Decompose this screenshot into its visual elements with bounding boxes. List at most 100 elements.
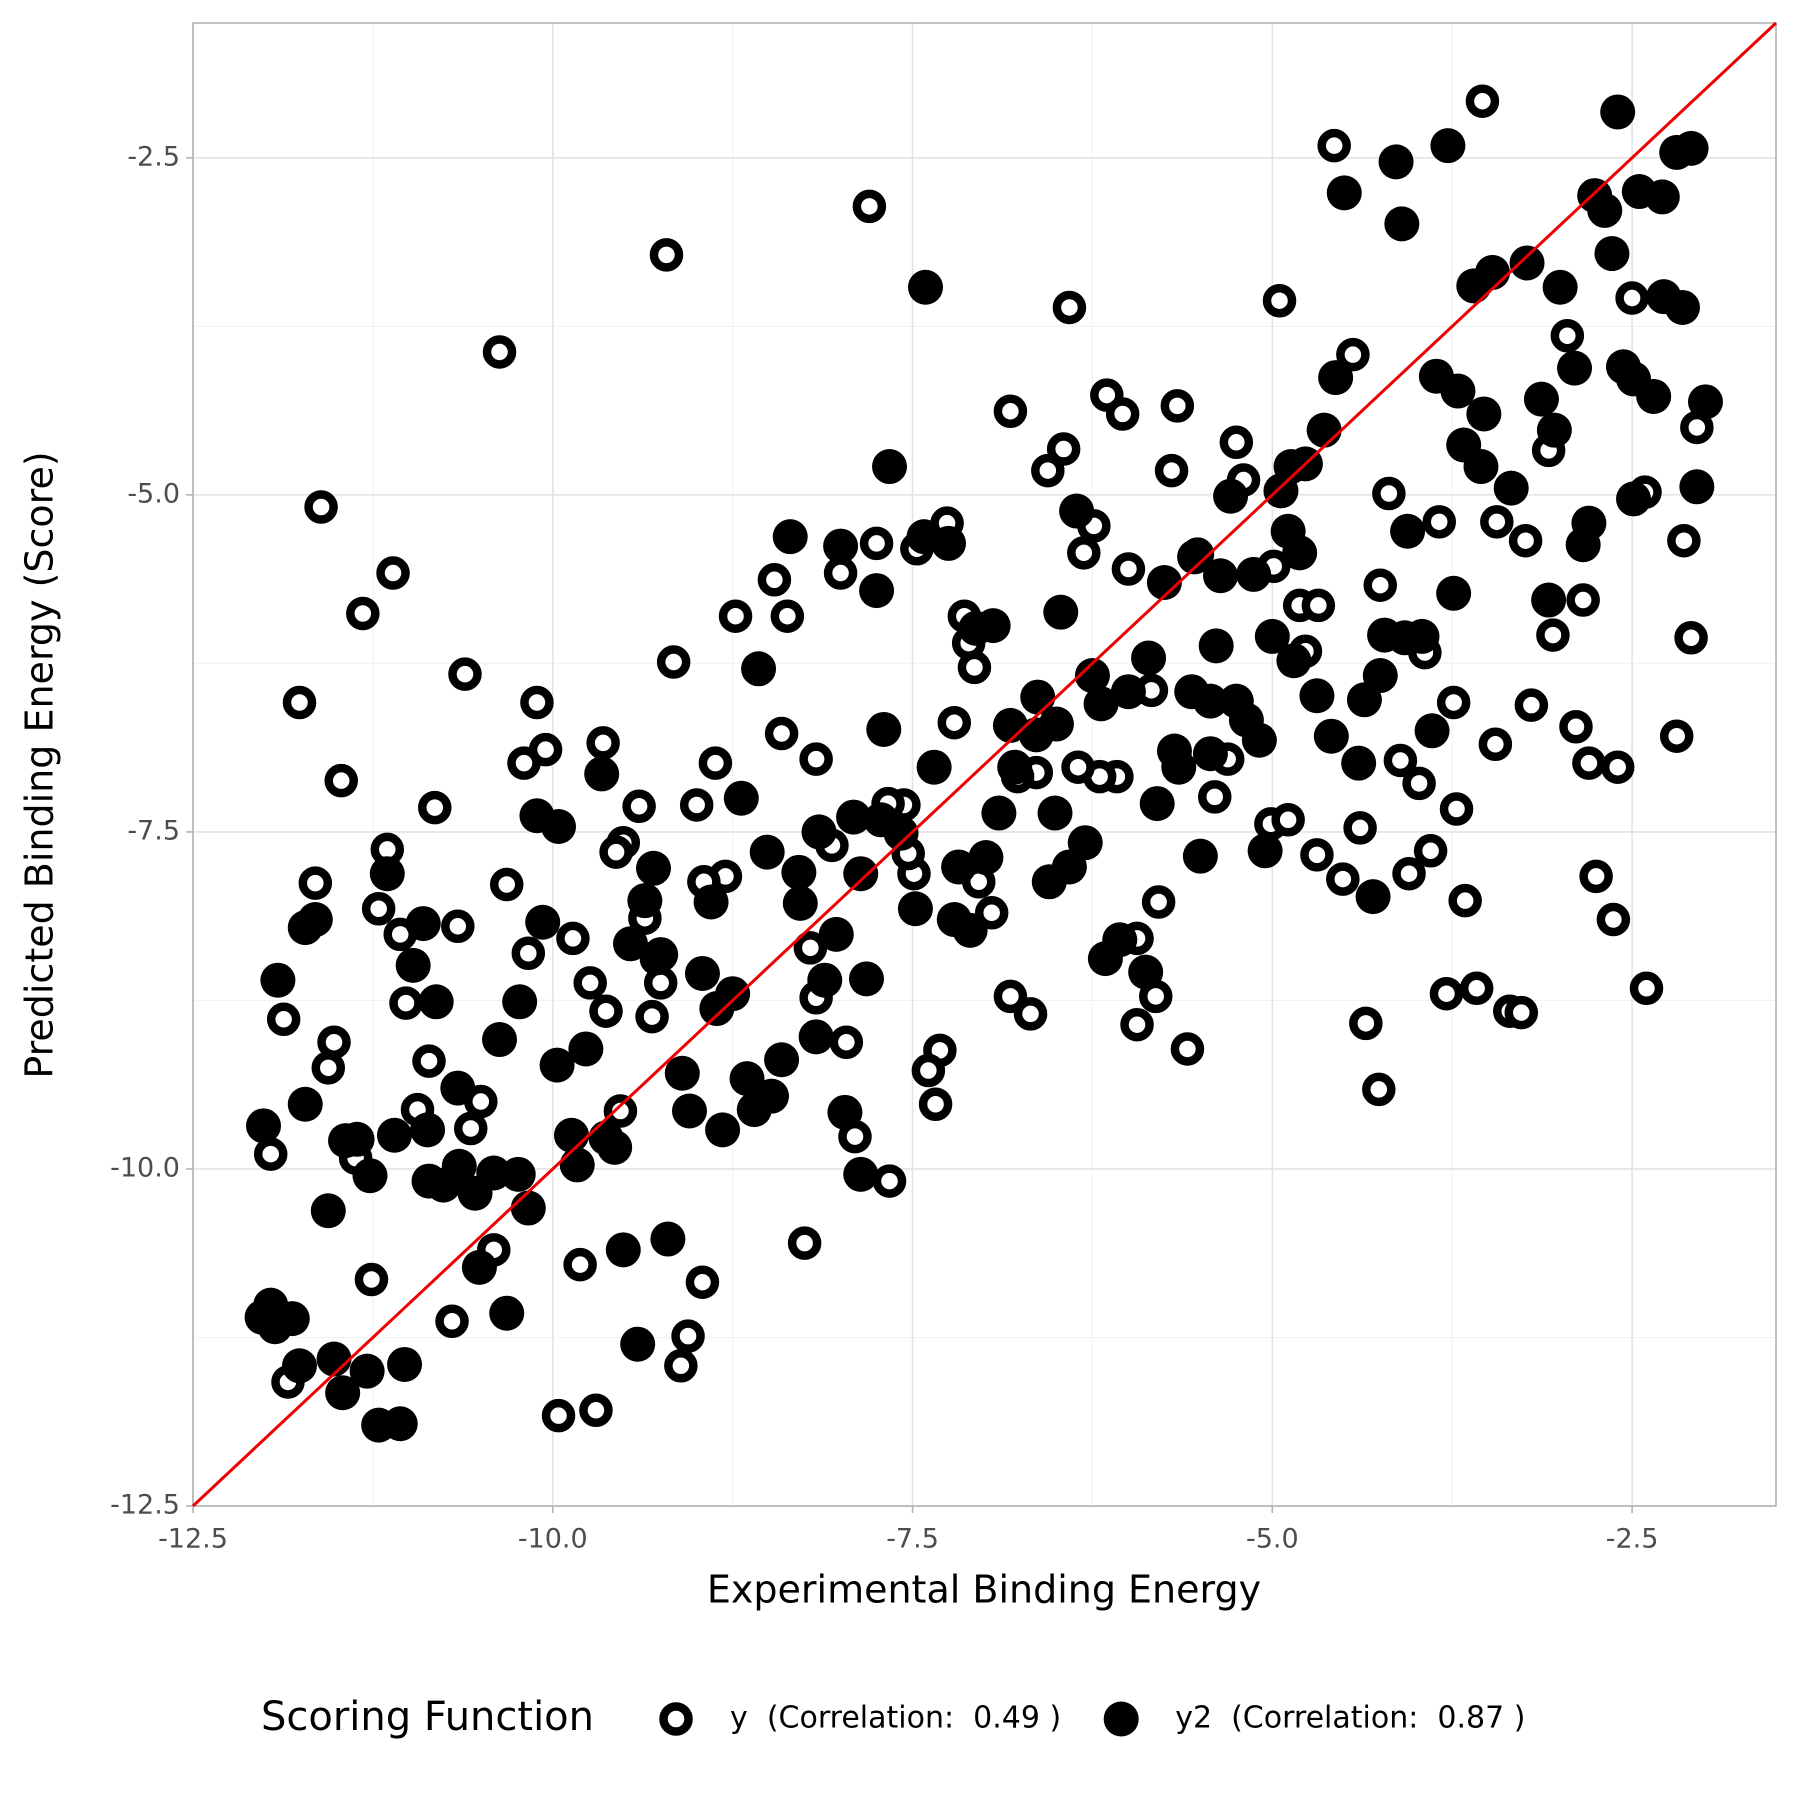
point: [1687, 384, 1723, 420]
point: [968, 840, 1004, 876]
point: [324, 763, 358, 798]
legend-item: y2 (Correlation: 0.87 ): [1103, 1701, 1525, 1737]
point: [1372, 476, 1406, 511]
point: [502, 984, 538, 1020]
point: [718, 599, 753, 633]
point: [1362, 658, 1398, 694]
point: [1404, 618, 1440, 654]
point: [1392, 856, 1426, 891]
point: [941, 849, 977, 885]
point: [1355, 879, 1391, 915]
x-axis-title: Experimental Binding Energy: [707, 1568, 1261, 1612]
point: [328, 1123, 364, 1159]
point: [520, 685, 554, 720]
point: [671, 1093, 707, 1129]
point: [412, 1044, 446, 1078]
point: [418, 984, 454, 1020]
y-tick-label: -10.0: [110, 1152, 180, 1183]
point: [1313, 718, 1349, 754]
identity-line: [191, 21, 1778, 1508]
point: [1154, 453, 1189, 488]
point: [843, 856, 879, 892]
point: [931, 525, 967, 561]
point: [489, 867, 524, 902]
point: [1300, 838, 1334, 872]
point: [897, 891, 933, 927]
point: [1182, 838, 1218, 874]
point: [957, 650, 992, 685]
point: [310, 1193, 346, 1229]
point: [866, 711, 902, 747]
point: [589, 994, 623, 1028]
point: [698, 746, 733, 780]
point: [1343, 811, 1377, 845]
point: [1074, 658, 1110, 694]
point: [1465, 84, 1500, 118]
point: [664, 1349, 698, 1383]
x-tick-label: -5.0: [1246, 1524, 1299, 1555]
point: [266, 1002, 301, 1037]
point: [387, 1346, 423, 1382]
point: [1504, 995, 1539, 1030]
point: [361, 892, 396, 926]
point: [749, 834, 785, 870]
point: [411, 1163, 447, 1199]
point: [836, 799, 872, 835]
point: [511, 936, 546, 970]
point: [605, 1232, 641, 1268]
point: [1131, 640, 1167, 676]
point: [636, 850, 672, 886]
point: [519, 798, 555, 834]
y-tick-label: -7.5: [127, 815, 180, 846]
point: [588, 1120, 624, 1156]
point: [1493, 470, 1529, 506]
point: [1128, 954, 1164, 990]
legend-key: [659, 1702, 693, 1736]
point: [1318, 360, 1354, 396]
legend-label: y (Correlation: 0.49 ): [730, 1701, 1061, 1736]
point: [952, 912, 988, 948]
point: [1542, 269, 1578, 305]
point: [1456, 268, 1492, 304]
point: [1587, 192, 1623, 228]
point: [1629, 971, 1664, 1006]
point: [311, 1051, 346, 1085]
point: [586, 726, 620, 760]
x-tick-label: -7.5: [886, 1524, 939, 1555]
point: [1536, 618, 1570, 652]
point: [622, 789, 656, 824]
point: [1523, 381, 1559, 417]
point: [1459, 971, 1494, 1006]
point: [635, 999, 669, 1034]
legend-key: [1103, 1701, 1139, 1737]
point: [297, 902, 333, 938]
point: [448, 657, 482, 691]
point: [1422, 505, 1457, 539]
point: [729, 1061, 765, 1097]
point: [1448, 883, 1482, 918]
point: [1306, 412, 1342, 448]
point: [772, 519, 808, 555]
point: [1384, 206, 1420, 242]
point: [1414, 713, 1450, 749]
point: [507, 746, 541, 780]
point: [859, 573, 895, 609]
point: [1664, 289, 1700, 325]
point: [852, 189, 887, 224]
point: [827, 1094, 863, 1130]
point: [435, 1304, 469, 1339]
point: [741, 651, 777, 687]
point: [246, 1108, 282, 1144]
point: [317, 1025, 351, 1059]
point: [997, 749, 1033, 785]
point: [1636, 378, 1672, 414]
point: [787, 1226, 822, 1260]
legend-item: y (Correlation: 0.49 ): [659, 1701, 1061, 1736]
point: [349, 1353, 385, 1389]
point: [975, 608, 1011, 644]
point: [1594, 236, 1630, 272]
point: [1299, 678, 1335, 714]
point: [818, 916, 854, 952]
point: [1052, 290, 1087, 325]
